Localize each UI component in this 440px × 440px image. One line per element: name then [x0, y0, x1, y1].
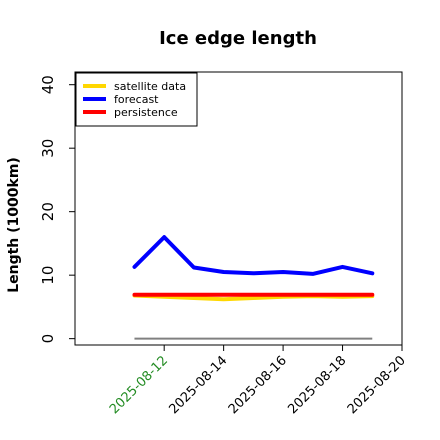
x-tick-label: 2025-08-14 — [166, 353, 230, 417]
x-tick-label: 2025-08-18 — [285, 353, 349, 417]
legend-label: satellite data — [114, 80, 186, 93]
legend-label: forecast — [114, 93, 159, 106]
y-tick-label: 20 — [39, 202, 57, 221]
x-tick-label: 2025-08-16 — [226, 353, 290, 417]
series-line-forecast — [132, 235, 375, 276]
y-tick-label: 30 — [39, 139, 57, 158]
y-tick-label: 40 — [39, 75, 57, 94]
legend-label: persistence — [114, 106, 178, 119]
y-tick-label: 0 — [39, 334, 57, 344]
chart-title: Ice edge length — [159, 28, 317, 49]
plot-frame — [74, 71, 403, 346]
x-tick-label: 2025-08-20 — [345, 353, 409, 417]
y-tick-label: 10 — [39, 266, 57, 285]
y-axis-label: Length (1000km) — [6, 157, 22, 293]
x-tick-label: 2025-08-12 — [107, 353, 171, 417]
